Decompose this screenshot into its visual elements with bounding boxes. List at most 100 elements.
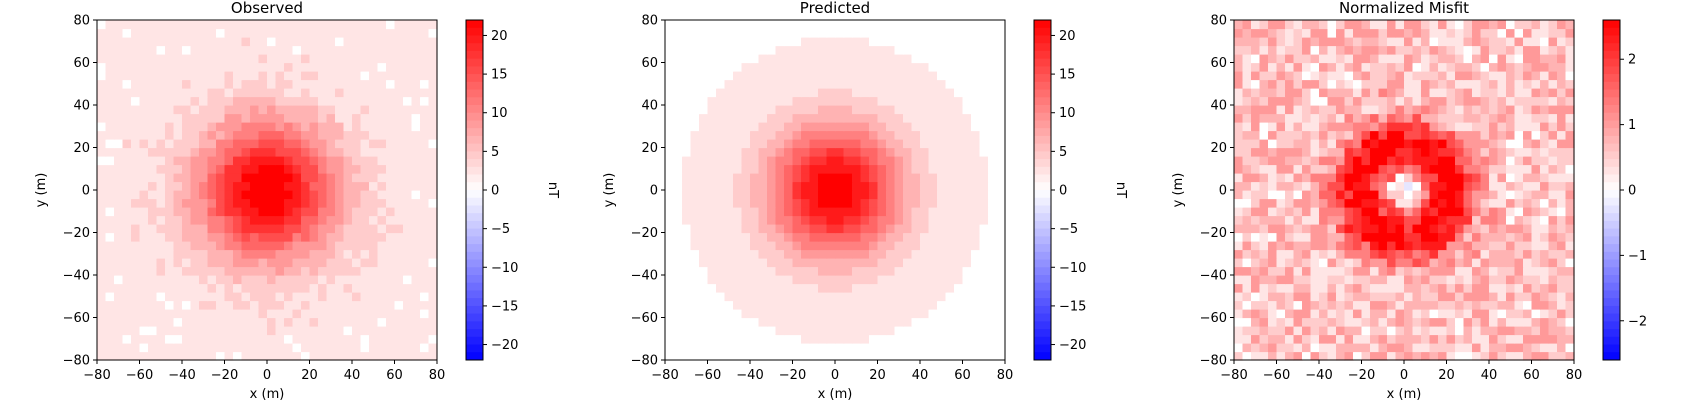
heatmap-cell xyxy=(818,37,828,47)
heatmap-cell xyxy=(665,275,675,285)
heatmap-cell xyxy=(1540,283,1550,293)
heatmap-cell xyxy=(673,164,683,174)
heatmap-cell xyxy=(1489,334,1499,344)
heatmap-cell xyxy=(1310,79,1320,89)
heatmap-cell xyxy=(1344,28,1354,38)
heatmap-cell xyxy=(988,351,998,361)
heatmap-cell xyxy=(1361,156,1371,166)
heatmap-cell xyxy=(326,300,336,310)
heatmap-cell xyxy=(945,241,955,251)
heatmap-cell xyxy=(377,173,387,183)
heatmap-cell xyxy=(420,232,430,242)
heatmap-cell xyxy=(826,156,836,166)
heatmap-cell xyxy=(428,300,438,310)
heatmap-cell xyxy=(1455,249,1465,259)
heatmap-cell xyxy=(326,207,336,217)
heatmap-cell xyxy=(428,317,438,327)
heatmap-cell xyxy=(326,249,336,259)
heatmap-cell xyxy=(886,113,896,123)
heatmap-cell xyxy=(716,105,726,115)
heatmap-cell xyxy=(1463,173,1473,183)
heatmap-cell xyxy=(1242,130,1252,140)
heatmap-cell xyxy=(1472,62,1482,72)
heatmap-cell xyxy=(182,300,192,310)
heatmap-cell xyxy=(741,28,751,38)
heatmap-cell xyxy=(1506,300,1516,310)
heatmap-cell xyxy=(224,343,234,353)
heatmap-cell xyxy=(741,300,751,310)
heatmap-cell xyxy=(131,317,141,327)
heatmap-cell xyxy=(1548,105,1558,115)
heatmap-cell xyxy=(911,181,921,191)
heatmap-cell xyxy=(352,232,362,242)
heatmap-cell xyxy=(690,79,700,89)
heatmap-cell xyxy=(1531,105,1541,115)
heatmap-cell xyxy=(1285,20,1295,30)
heatmap-cell xyxy=(1489,266,1499,276)
heatmap-cell xyxy=(699,249,709,259)
heatmap-cell xyxy=(784,266,794,276)
heatmap-cell xyxy=(801,300,811,310)
heatmap-cell xyxy=(114,37,124,47)
heatmap-cell xyxy=(1310,130,1320,140)
heatmap-cell xyxy=(284,224,294,234)
heatmap-cell xyxy=(420,343,430,353)
heatmap-cell xyxy=(411,275,421,285)
heatmap-cell xyxy=(809,249,819,259)
heatmap-cell xyxy=(114,334,124,344)
heatmap-cell xyxy=(318,62,328,72)
heatmap-cell xyxy=(1310,37,1320,47)
heatmap-cell xyxy=(1395,317,1405,327)
heatmap-cell xyxy=(911,215,921,225)
heatmap-cell xyxy=(1523,326,1533,336)
heatmap-cell xyxy=(190,258,200,268)
heatmap-cell xyxy=(165,173,175,183)
heatmap-cell xyxy=(1429,258,1439,268)
heatmap-cell xyxy=(1463,28,1473,38)
heatmap-cell xyxy=(1370,79,1380,89)
heatmap-cell xyxy=(1497,232,1507,242)
heatmap-cell xyxy=(1531,147,1541,157)
heatmap-cell xyxy=(1336,28,1346,38)
heatmap-cell xyxy=(250,96,260,106)
colorbar-segment xyxy=(1034,275,1051,284)
heatmap-cell xyxy=(1302,343,1312,353)
heatmap-cell xyxy=(216,181,226,191)
heatmap-cell xyxy=(284,283,294,293)
heatmap-cell xyxy=(767,300,777,310)
heatmap-cell xyxy=(860,54,870,64)
heatmap-cell xyxy=(216,309,226,319)
colorbar-segment xyxy=(1034,35,1051,44)
heatmap-cell xyxy=(1387,28,1397,38)
heatmap-cell xyxy=(1336,20,1346,30)
heatmap-cell xyxy=(843,88,853,98)
heatmap-cell xyxy=(326,258,336,268)
heatmap-cell xyxy=(1234,71,1244,81)
heatmap-cell xyxy=(971,37,981,47)
heatmap-cell xyxy=(301,266,311,276)
heatmap-cell xyxy=(173,20,183,30)
heatmap-cell xyxy=(716,156,726,166)
heatmap-cell xyxy=(1463,258,1473,268)
heatmap-cell xyxy=(207,122,217,132)
heatmap-cell xyxy=(1540,45,1550,55)
heatmap-cell xyxy=(1489,88,1499,98)
heatmap-cell xyxy=(267,343,277,353)
heatmap-cell xyxy=(1310,105,1320,115)
heatmap-cell xyxy=(1395,156,1405,166)
heatmap-cell xyxy=(1234,198,1244,208)
heatmap-cell xyxy=(1429,334,1439,344)
heatmap-cell xyxy=(1506,241,1516,251)
heatmap-cell xyxy=(758,292,768,302)
heatmap-cell xyxy=(420,88,430,98)
x-tick-label: 80 xyxy=(997,368,1014,383)
heatmap-cell xyxy=(1293,156,1303,166)
heatmap-cell xyxy=(1463,232,1473,242)
heatmap-cell xyxy=(818,20,828,30)
heatmap-cell xyxy=(971,130,981,140)
heatmap-cell xyxy=(1455,181,1465,191)
heatmap-cell xyxy=(309,224,319,234)
heatmap-cell xyxy=(1259,283,1269,293)
heatmap-cell xyxy=(233,113,243,123)
colorbar-segment xyxy=(466,329,483,338)
